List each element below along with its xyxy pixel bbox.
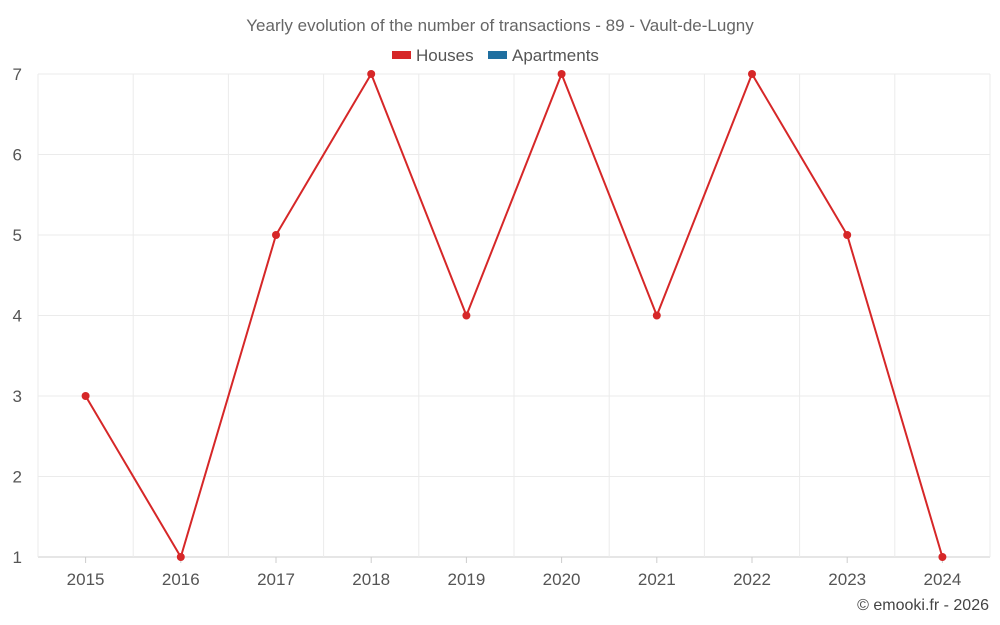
x-tick-label: 2019: [447, 570, 485, 589]
y-tick-label: 5: [13, 226, 22, 245]
x-tick-label: 2022: [733, 570, 771, 589]
data-point-houses[interactable]: [272, 231, 280, 239]
x-tick-label: 2015: [67, 570, 105, 589]
legend-label-apartments[interactable]: Apartments: [512, 46, 599, 65]
data-point-houses[interactable]: [557, 70, 566, 78]
x-tick-label: 2023: [828, 570, 866, 589]
chart-title: Yearly evolution of the number of transa…: [246, 16, 754, 35]
data-point-houses[interactable]: [938, 553, 947, 561]
series-line-houses: [84, 73, 944, 558]
credit-text: © emooki.fr - 2026: [857, 597, 989, 614]
y-tick-label: 4: [13, 307, 22, 326]
data-point-houses[interactable]: [652, 311, 661, 320]
grid: [37, 73, 991, 558]
x-tick-label: 2021: [638, 570, 676, 589]
data-point-houses[interactable]: [843, 231, 852, 239]
y-tick-label: 3: [13, 387, 22, 406]
y-axis-ticks: 1 2 3 4 5 6 7: [13, 65, 22, 567]
legend-swatch-houses: [392, 51, 411, 59]
series: [81, 70, 947, 561]
y-tick-label: 2: [13, 468, 22, 487]
y-tick-label: 7: [13, 65, 22, 84]
x-tick-label: 2020: [543, 570, 581, 589]
x-tick-label: 2024: [923, 570, 961, 589]
data-point-houses[interactable]: [176, 553, 185, 561]
x-tick-label: 2018: [352, 570, 390, 589]
x-axis-ticks: 2015 2016 2017 2018 2019 2020 2021 2022 2023 2024: [67, 557, 961, 589]
x-tick-label: 2016: [162, 570, 200, 589]
data-point-houses[interactable]: [367, 70, 376, 78]
legend-label-houses[interactable]: Houses: [416, 46, 474, 65]
legend[interactable]: Houses Apartments: [392, 46, 599, 65]
y-tick-label: 1: [13, 548, 22, 567]
data-point-houses[interactable]: [748, 70, 756, 78]
x-tick-label: 2017: [257, 570, 295, 589]
legend-swatch-apartments: [488, 51, 507, 59]
data-point-houses[interactable]: [462, 311, 471, 320]
y-tick-label: 6: [13, 146, 22, 165]
data-point-houses[interactable]: [81, 392, 90, 400]
